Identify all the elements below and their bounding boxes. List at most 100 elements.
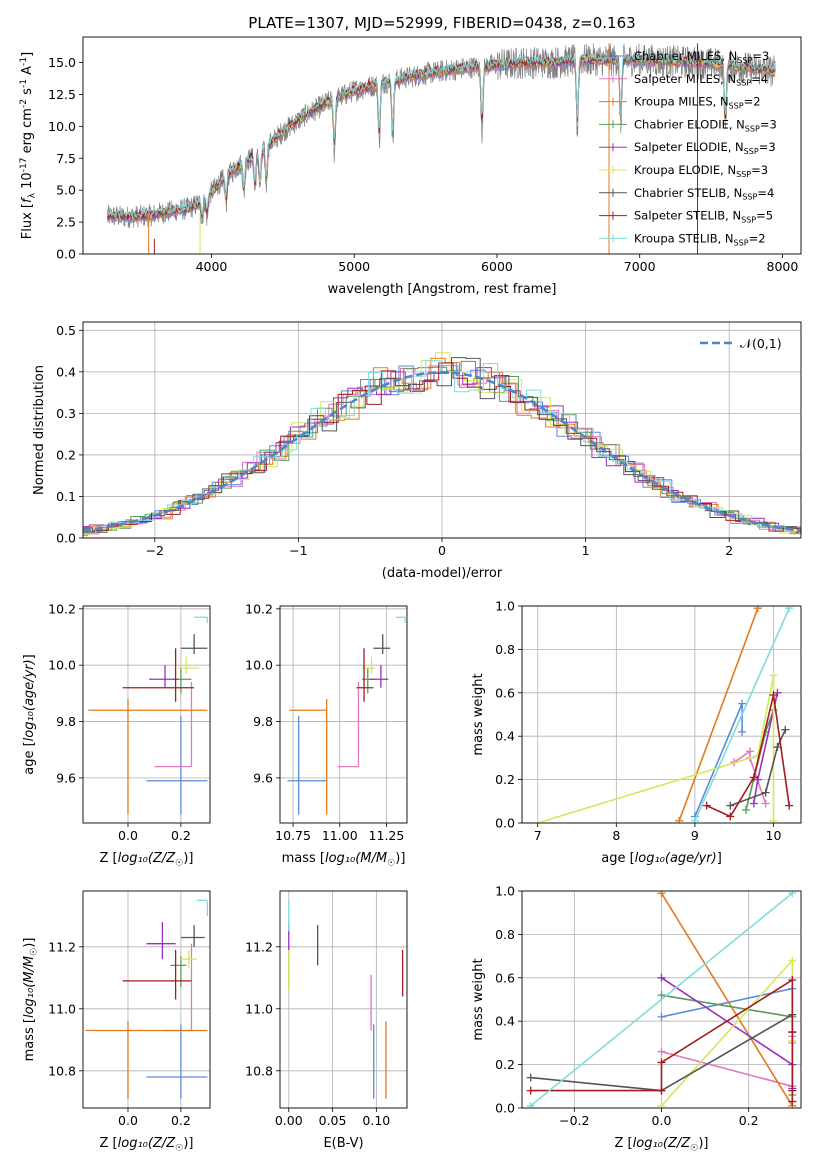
- x-tick-label: 0.0: [118, 828, 138, 843]
- axes-frame: [82, 321, 802, 539]
- y-tick-label: 1.0: [495, 599, 515, 614]
- y-tick-label: 10.0: [48, 119, 76, 134]
- x-axis-label: wavelength [Angstrom, rest frame]: [328, 282, 557, 297]
- y-tick-label: 0.2: [56, 447, 76, 462]
- x-axis-label: (data-model)/error: [382, 566, 503, 581]
- y-tick-label: 9.8: [253, 714, 273, 729]
- panel-age_vs_Z: 0.0 0.2 9.6 9.8 10.0 10.2 Z [log₁₀(Z/Z☉)] age […: [22, 601, 211, 868]
- y-tick-label: 0.0: [56, 247, 76, 262]
- x-axis-label: mass [log₁₀(M/M☉)]: [282, 851, 406, 868]
- model-spectrum-line: [106, 54, 776, 221]
- x-tick-label: 4000: [196, 259, 228, 274]
- x-tick-label: 7: [534, 828, 542, 843]
- axes-frame: [82, 605, 211, 824]
- x-tick-label: 9: [691, 828, 699, 843]
- axes-frame: [279, 890, 408, 1109]
- x-tick-label: 5000: [338, 259, 370, 274]
- y-tick-label: 0.8: [495, 642, 515, 657]
- weight-marker: [657, 1101, 666, 1108]
- y-axis-label: mass weight: [471, 958, 486, 1040]
- x-tick-label: 0.0: [118, 1113, 138, 1128]
- x-axis-label: age [log₁₀(age/yr)]: [601, 851, 722, 866]
- x-tick-label: 1: [582, 543, 590, 558]
- weight-marker: [657, 973, 666, 982]
- residual-histogram: [83, 362, 801, 533]
- x-tick-label: 11.00: [322, 828, 358, 843]
- y-tick-label: 11.0: [48, 1001, 76, 1016]
- plot-area: [526, 891, 797, 1108]
- x-tick-label: 0.10: [362, 1113, 390, 1128]
- x-tick-label: −1: [289, 543, 307, 558]
- plot-area: [287, 616, 406, 815]
- x-tick-label: 8000: [767, 259, 799, 274]
- y-tick-label: 1.0: [495, 884, 515, 899]
- y-tick-label: 0.3: [56, 406, 76, 421]
- weight-marker: [738, 727, 747, 736]
- weight-marker: [738, 699, 747, 708]
- weight-marker: [788, 1086, 797, 1095]
- plot-layer: 4000 5000 6000 7000 80000.02.55.07.510.012.5…: [19, 36, 802, 1153]
- y-tick-label: 0.4: [495, 729, 515, 744]
- x-tick-label: 2: [725, 543, 733, 558]
- weight-marker: [657, 991, 666, 1000]
- y-tick-label: 10.2: [48, 601, 76, 616]
- weight-marker: [785, 606, 794, 613]
- weight-marker: [657, 891, 666, 898]
- normal-curve: [83, 370, 801, 532]
- plot-area: [83, 352, 801, 536]
- panel-mass_vs_ebv: 0.00 0.05 0.10 10.8 11.0 11.2 E(B-V): [245, 890, 408, 1151]
- x-tick-label: 0.00: [275, 1113, 303, 1128]
- x-axis-label: Z [log₁₀(Z/Z☉)]: [615, 1136, 709, 1153]
- x-tick-label: 0.2: [739, 1113, 759, 1128]
- y-tick-label: 9.6: [253, 770, 273, 785]
- weight-marker: [726, 801, 735, 810]
- x-tick-label: −0.2: [559, 1113, 589, 1128]
- panel-mass_vs_Z: 0.0 0.2 10.8 11.0 11.2 Z [log₁₀(Z/Z☉)] mass [l…: [22, 890, 211, 1153]
- axes-frame: [521, 605, 802, 824]
- weight-marker: [526, 1073, 535, 1082]
- panel-spectrum: 4000 5000 6000 7000 8000 0.0 2.5 5.0 7.5 10.0 12.5…: [19, 36, 802, 297]
- plot-area: [106, 43, 776, 254]
- y-tick-label: 0.0: [495, 816, 515, 831]
- weight-marker: [769, 690, 778, 699]
- y-tick-label: 10.8: [245, 1063, 273, 1078]
- axes-frame: [82, 890, 211, 1109]
- plot-area: [288, 900, 404, 1099]
- residual-histogram: [83, 357, 801, 535]
- weight-marker: [749, 799, 758, 808]
- weight-marker: [788, 975, 797, 984]
- weight-marker: [726, 812, 735, 821]
- y-tick-label: 15.0: [48, 55, 76, 70]
- weight-marker: [753, 606, 762, 613]
- residual-legend: 𝒩(0,1): [700, 336, 782, 351]
- y-tick-label: 0.4: [56, 364, 76, 379]
- panel-weight_vs_age: 7 8 9 10 0.0 0.2 0.4 0.6 0.8 1.0 age [log₁₀(age/yr…: [471, 599, 802, 866]
- x-tick-label: 0.0: [652, 1113, 672, 1128]
- x-tick-label: 0.05: [319, 1113, 347, 1128]
- legend-label: 𝒩(0,1): [740, 336, 782, 351]
- weight-marker: [657, 1012, 666, 1021]
- y-tick-label: 10.0: [245, 658, 273, 673]
- weight-marker: [533, 819, 542, 823]
- x-tick-label: 6000: [481, 259, 513, 274]
- axes-frame: [82, 36, 802, 255]
- residual-histogram: [83, 352, 801, 536]
- y-tick-label: 10.0: [48, 658, 76, 673]
- axes-frame: [279, 605, 408, 824]
- weight-line: [530, 892, 793, 1107]
- panel-residuals: −2 −1 0 1 2 0.0 0.1 0.2 0.3 0.4 0.5 (data-model)/er…: [32, 321, 802, 581]
- weight-marker: [785, 801, 794, 810]
- panel-weight_vs_Z: −0.2 0.0 0.2 0.0 0.2 0.4 0.6 0.8 1.0 Z [log₁₀(Z/Z…: [471, 884, 802, 1153]
- y-axis-label: age [log₁₀(age/yr)]: [22, 654, 37, 775]
- y-tick-label: 0.4: [495, 1014, 515, 1029]
- legend-label: Salpeter STELIB, NSSP=5: [634, 209, 773, 225]
- panel-age_vs_mass: 10.75 11.00 11.25 9.6 9.8 10.0 10.2 mass [log₁₀…: [245, 601, 408, 868]
- legend-label: Chabrier MILES, NSSP=3: [634, 49, 769, 65]
- y-tick-label: 9.8: [56, 714, 76, 729]
- x-tick-label: 0.2: [171, 828, 191, 843]
- y-tick-label: 0.6: [495, 685, 515, 700]
- y-axis-label: Normed distribution: [32, 365, 47, 495]
- weight-marker: [526, 1086, 535, 1095]
- y-tick-label: 0.0: [495, 1101, 515, 1116]
